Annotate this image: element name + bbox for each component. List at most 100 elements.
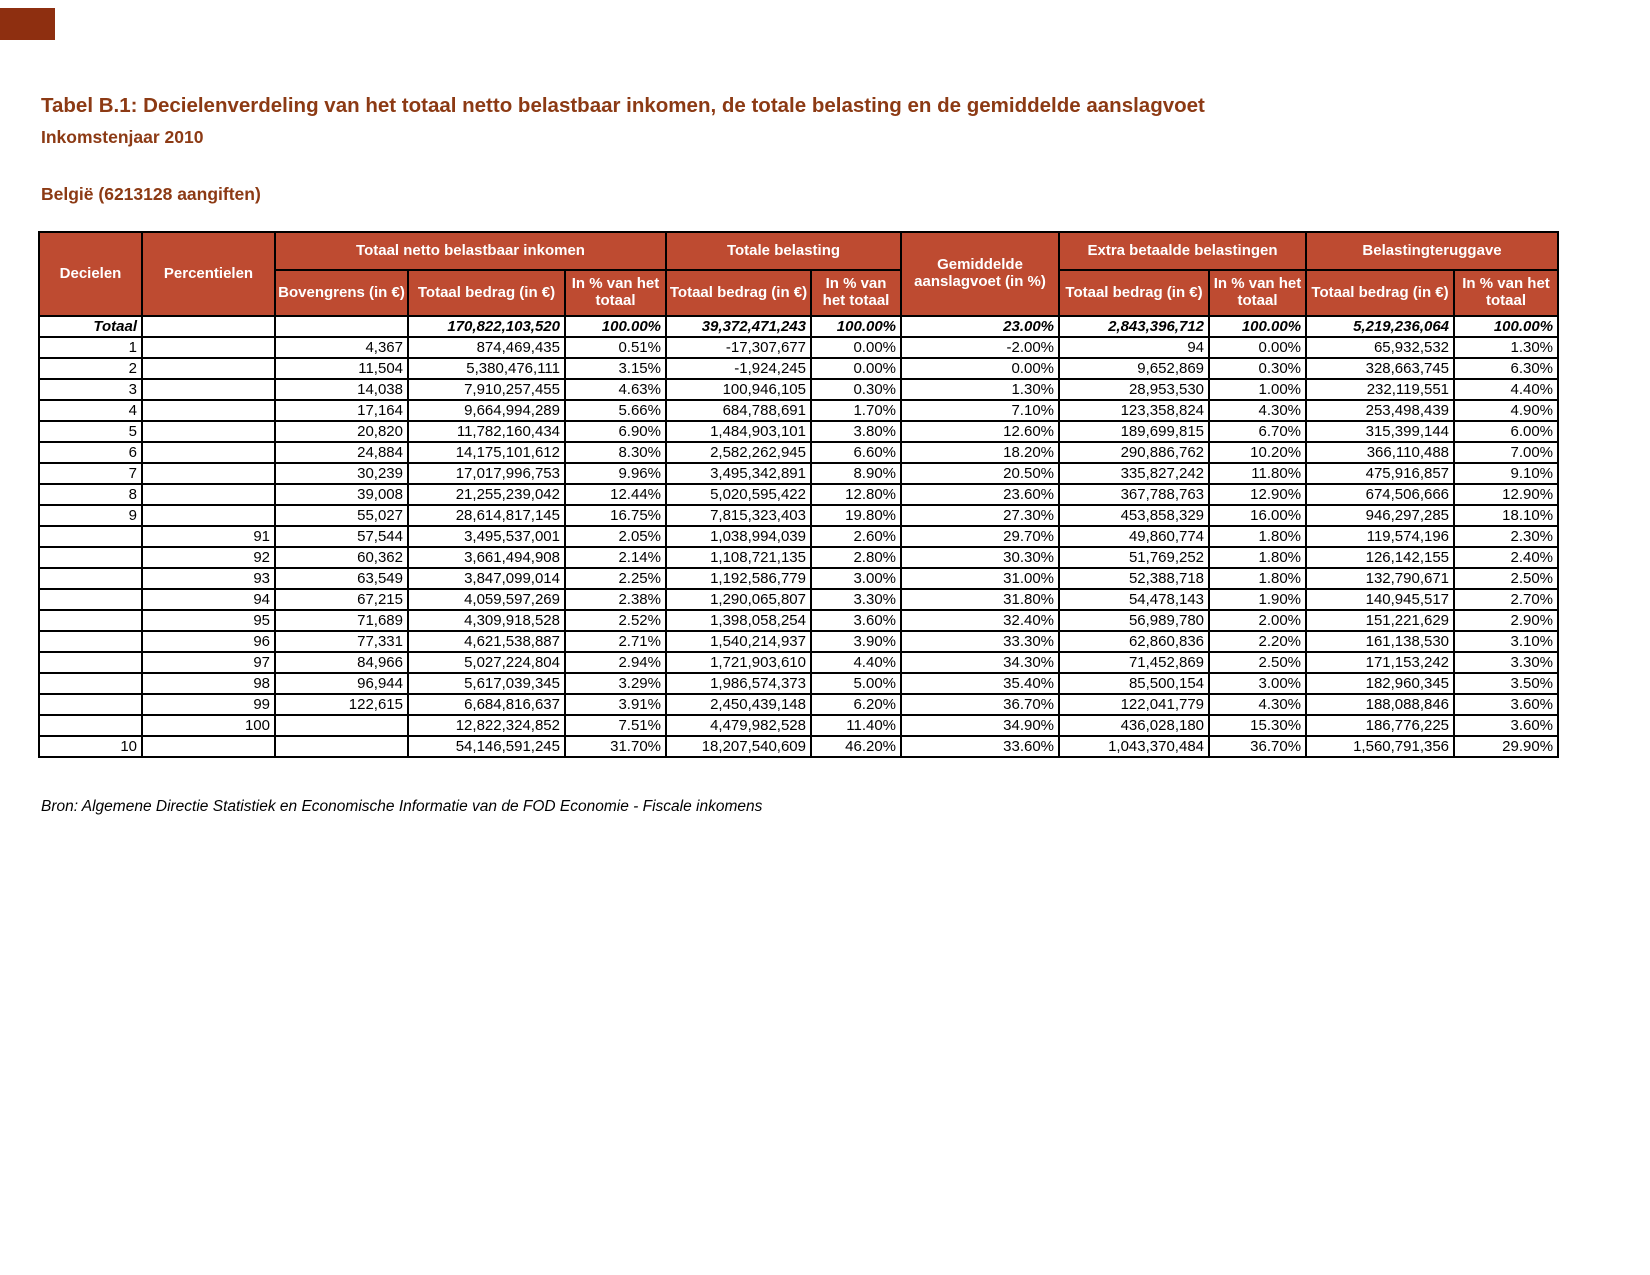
table-cell: 36.70%: [900, 693, 1061, 716]
table-cell: 1.00%: [1208, 378, 1308, 401]
table-cell: 18.10%: [1453, 504, 1560, 527]
col-group-inkomen: Totaal netto belastbaar inkomen: [274, 231, 667, 271]
table-cell: 7.00%: [1453, 441, 1560, 464]
col-header-bedrag-teruggave: Totaal bedrag (in €): [1305, 269, 1456, 317]
table-cell: 140,945,517: [1305, 588, 1456, 611]
table-row: 7 30,239 17,017,996,753 9.96% 3,495,342,891 8…: [38, 462, 1560, 485]
table-cell: 84,966: [274, 651, 409, 674]
table-cell: 28,953,530: [1058, 378, 1211, 401]
col-group-belasting: Totale belasting: [664, 231, 903, 271]
table-header: Decielen Percentielen Totaal netto belas…: [38, 231, 1560, 317]
table-cell: 0.51%: [564, 336, 667, 359]
table-cell: 315,399,144: [1305, 420, 1456, 443]
col-header-bedrag-extra: Totaal bedrag (in €): [1058, 269, 1211, 317]
table-cell: 0.00%: [1208, 336, 1308, 359]
table-cell: 30,239: [274, 462, 409, 485]
table-cell: 453,858,329: [1058, 504, 1211, 527]
col-header-percentielen: Percentielen: [141, 231, 276, 317]
table-cell: 132,790,671: [1305, 567, 1456, 590]
table-cell: 4.90%: [1453, 399, 1560, 422]
table-cell: 49,860,774: [1058, 525, 1211, 548]
table-cell: 52,388,718: [1058, 567, 1211, 590]
table-cell: 8: [38, 483, 143, 506]
table-cell: 11.40%: [809, 714, 903, 737]
table-cell: 12.90%: [1453, 483, 1560, 506]
col-header-gemiddelde-aanslagvoet: Gemiddelde aanslagvoet (in %): [900, 231, 1061, 317]
table-cell: 100.00%: [809, 315, 903, 338]
table-cell: 2,843,396,712: [1058, 315, 1211, 338]
page-title: Tabel B.1: Decielenverdeling van het tot…: [41, 94, 1205, 117]
table-cell: 10.20%: [1208, 441, 1308, 464]
table-cell: 188,088,846: [1305, 693, 1456, 716]
table-cell: 4: [38, 399, 143, 422]
deciles-table: Decielen Percentielen Totaal netto belas…: [38, 231, 1560, 758]
table-cell: 0.00%: [809, 336, 903, 359]
table-cell: 186,776,225: [1305, 714, 1456, 737]
corner-mark: [0, 8, 55, 40]
table-cell: 3,495,342,891: [665, 462, 812, 485]
table-cell: 4,621,538,887: [407, 630, 566, 653]
table-cell: 2.50%: [1208, 651, 1308, 674]
table-cell: 1.80%: [1208, 546, 1308, 569]
table-cell: [38, 693, 143, 716]
table-cell: 23.60%: [900, 483, 1061, 506]
table-cell: 3.15%: [564, 357, 667, 380]
table-cell: 2.94%: [564, 651, 667, 674]
table-cell: 1,192,586,779: [665, 567, 812, 590]
table-cell: 100.00%: [564, 315, 667, 338]
table-row: 98 96,944 5,617,039,345 3.29% 1,986,574,373 5…: [38, 672, 1560, 695]
table-cell: 17,017,996,753: [407, 462, 566, 485]
table-cell: 94: [141, 588, 276, 611]
table-cell: 6.00%: [1453, 420, 1560, 443]
table-cell: 6.20%: [809, 693, 903, 716]
col-group-extra-belastingen: Extra betaalde belastingen: [1058, 231, 1308, 271]
table-cell: 7,815,323,403: [665, 504, 812, 527]
table-cell: 54,478,143: [1058, 588, 1211, 611]
table-cell: 2.60%: [809, 525, 903, 548]
table-row: Totaal 170,822,103,520 100.00% 39,372,471,2…: [38, 315, 1560, 338]
table-cell: 17,164: [274, 399, 409, 422]
table-cell: 57,544: [274, 525, 409, 548]
table-cell: 91: [141, 525, 276, 548]
col-header-bedrag-belasting: Totaal bedrag (in €): [665, 269, 812, 317]
table-cell: 874,469,435: [407, 336, 566, 359]
table-cell: 71,689: [274, 609, 409, 632]
table-cell: 36.70%: [1208, 735, 1308, 758]
table-cell: 1.80%: [1208, 567, 1308, 590]
table-cell: 3.80%: [809, 420, 903, 443]
table-cell: 1,986,574,373: [665, 672, 812, 695]
table-cell: 6.60%: [809, 441, 903, 464]
table-cell: [141, 378, 276, 401]
table-cell: 12,822,324,852: [407, 714, 566, 737]
table-cell: [38, 525, 143, 548]
table-cell: 2.25%: [564, 567, 667, 590]
table-cell: 4.63%: [564, 378, 667, 401]
table-cell: [141, 399, 276, 422]
table-cell: 2.05%: [564, 525, 667, 548]
table-cell: 126,142,155: [1305, 546, 1456, 569]
table-cell: 39,372,471,243: [665, 315, 812, 338]
table-cell: 20.50%: [900, 462, 1061, 485]
table-cell: 20,820: [274, 420, 409, 443]
table-cell: 3.30%: [809, 588, 903, 611]
table-cell: 684,788,691: [665, 399, 812, 422]
table-cell: 6: [38, 441, 143, 464]
table-cell: 0.00%: [900, 357, 1061, 380]
table-cell: 2: [38, 357, 143, 380]
table-cell: 21,255,239,042: [407, 483, 566, 506]
table-cell: 51,769,252: [1058, 546, 1211, 569]
table-cell: 100.00%: [1453, 315, 1560, 338]
table-cell: 5.66%: [564, 399, 667, 422]
table-cell: 62,860,836: [1058, 630, 1211, 653]
table-cell: 1,043,370,484: [1058, 735, 1211, 758]
table-cell: -17,307,677: [665, 336, 812, 359]
table-cell: 3.29%: [564, 672, 667, 695]
table-cell: 0.30%: [809, 378, 903, 401]
table-cell: [141, 462, 276, 485]
table-cell: 4.30%: [1208, 399, 1308, 422]
table-cell: 3.90%: [809, 630, 903, 653]
table-cell: 7.51%: [564, 714, 667, 737]
table-cell: 253,498,439: [1305, 399, 1456, 422]
table-cell: [38, 672, 143, 695]
table-cell: 9: [38, 504, 143, 527]
